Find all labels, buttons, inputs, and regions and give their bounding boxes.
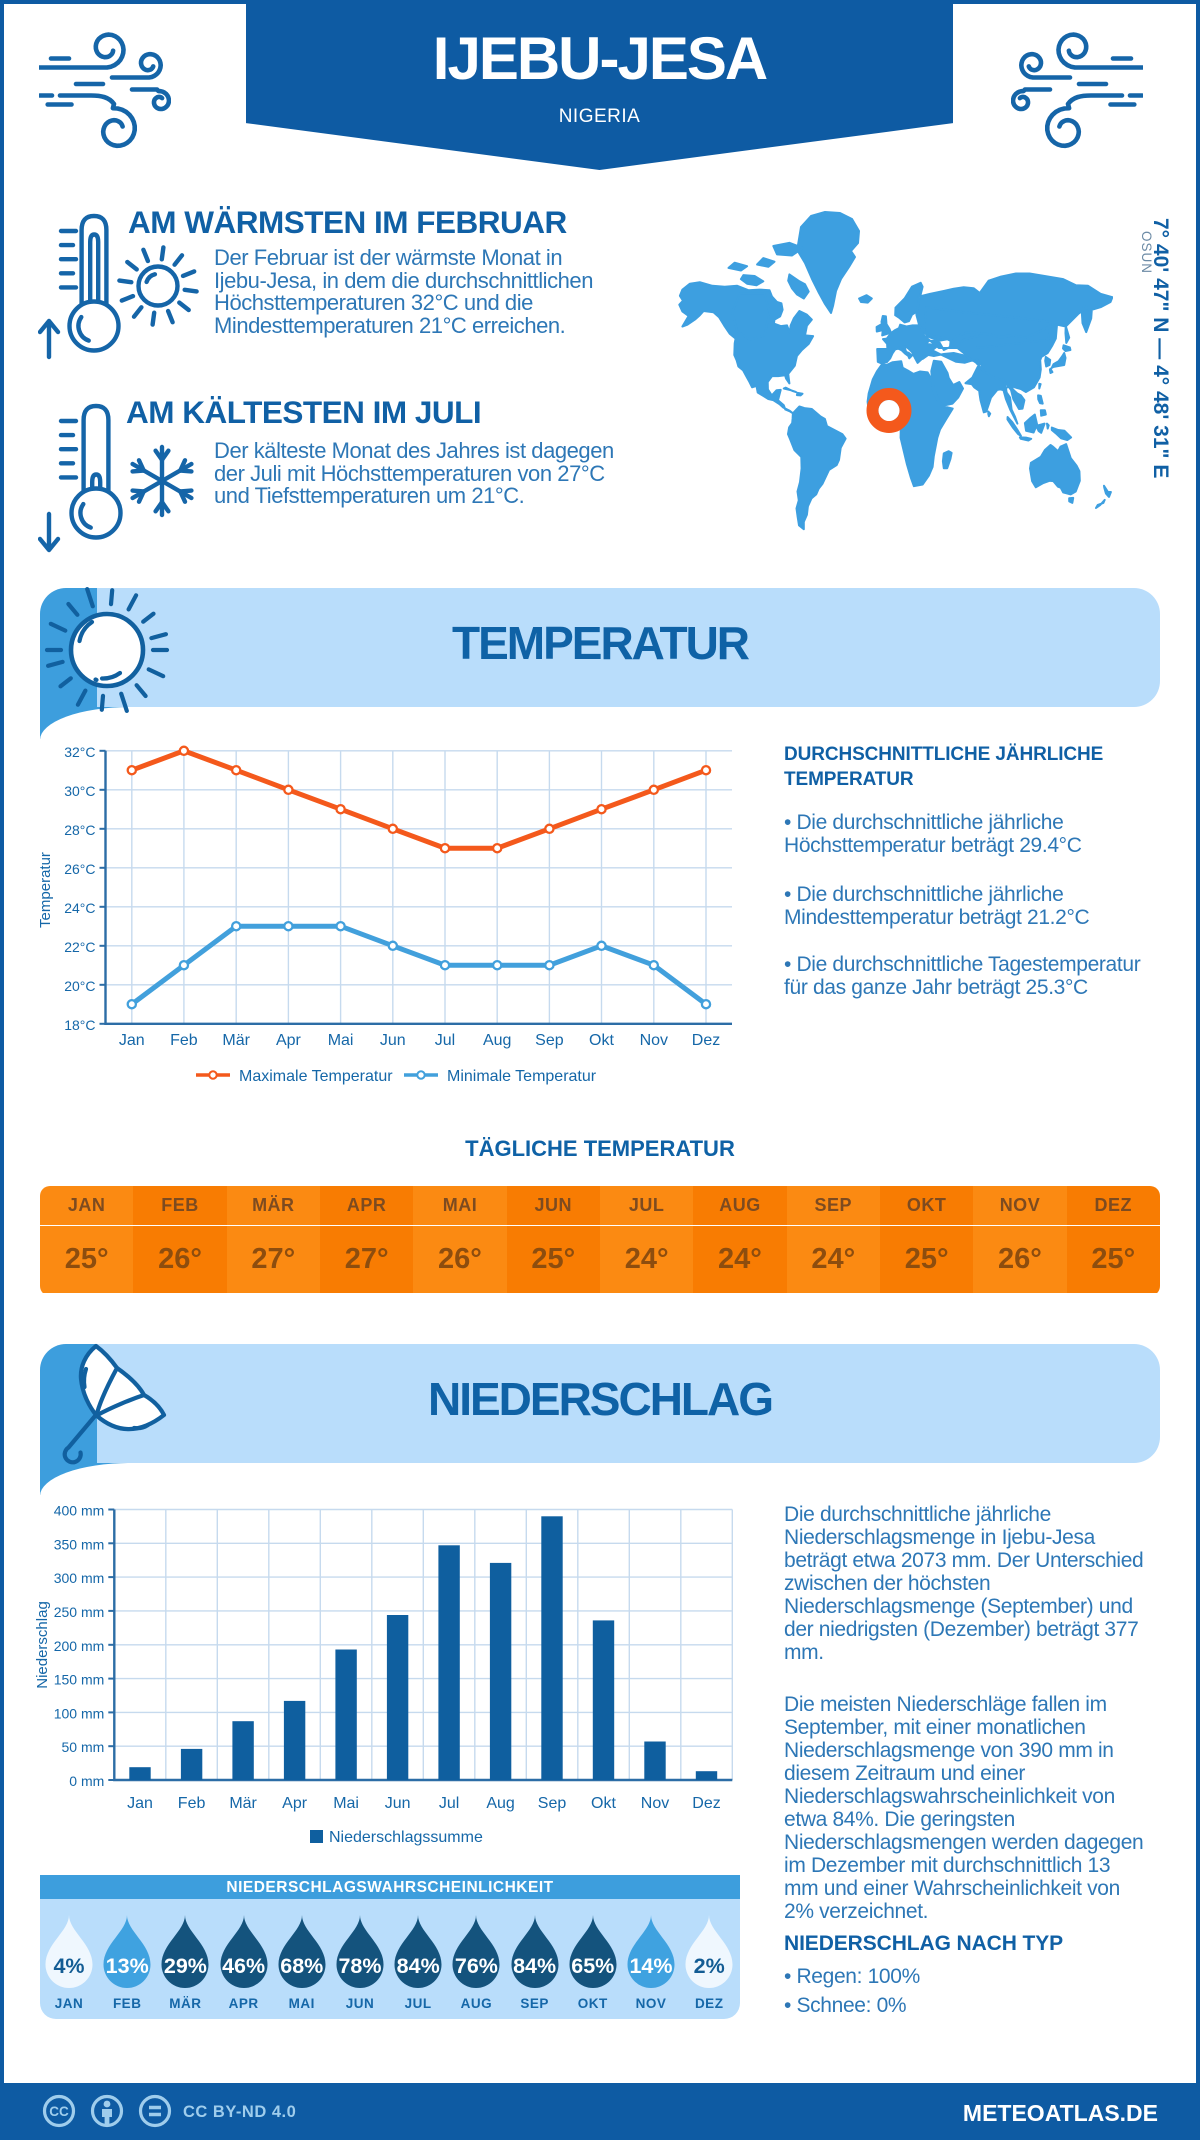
svg-text:Okt: Okt: [589, 1032, 614, 1049]
svg-text:26°C: 26°C: [64, 861, 95, 877]
svg-text:Jul: Jul: [435, 1032, 455, 1049]
svg-text:150 mm: 150 mm: [54, 1672, 105, 1688]
svg-text:100 mm: 100 mm: [54, 1705, 105, 1721]
svg-text:Dez: Dez: [692, 1032, 720, 1049]
svg-text:18°C: 18°C: [64, 1017, 95, 1033]
svg-text:Aug: Aug: [486, 1795, 514, 1812]
svg-text:Apr: Apr: [276, 1032, 302, 1049]
svg-text:400 mm: 400 mm: [54, 1503, 105, 1519]
svg-text:Temperatur: Temperatur: [37, 852, 54, 928]
svg-text:Mär: Mär: [229, 1795, 257, 1812]
svg-text:Mai: Mai: [328, 1032, 354, 1049]
svg-text:20°C: 20°C: [64, 978, 95, 994]
svg-text:Feb: Feb: [178, 1795, 206, 1812]
svg-text:Minimale Temperatur: Minimale Temperatur: [447, 1068, 597, 1085]
svg-text:Nov: Nov: [640, 1032, 668, 1049]
svg-text:Niederschlag: Niederschlag: [36, 1601, 51, 1689]
svg-text:350 mm: 350 mm: [54, 1536, 105, 1552]
svg-text:28°C: 28°C: [64, 822, 95, 838]
svg-text:22°C: 22°C: [64, 939, 95, 955]
svg-text:30°C: 30°C: [64, 783, 95, 799]
svg-text:Mär: Mär: [222, 1032, 250, 1049]
svg-text:250 mm: 250 mm: [54, 1604, 105, 1620]
svg-text:Sep: Sep: [538, 1795, 567, 1812]
svg-text:Aug: Aug: [483, 1032, 511, 1049]
svg-text:Okt: Okt: [591, 1795, 616, 1812]
svg-text:Feb: Feb: [170, 1032, 198, 1049]
svg-text:24°C: 24°C: [64, 900, 95, 916]
svg-text:50 mm: 50 mm: [62, 1739, 105, 1755]
svg-text:Jan: Jan: [127, 1795, 153, 1812]
svg-text:200 mm: 200 mm: [54, 1638, 105, 1654]
svg-text:Mai: Mai: [333, 1795, 359, 1812]
svg-text:Jun: Jun: [385, 1795, 411, 1812]
svg-text:Apr: Apr: [282, 1795, 308, 1812]
svg-text:Maximale Temperatur: Maximale Temperatur: [239, 1068, 393, 1085]
svg-text:32°C: 32°C: [64, 744, 95, 760]
svg-text:CC: CC: [49, 2104, 69, 2119]
svg-text:300 mm: 300 mm: [54, 1570, 105, 1586]
svg-text:Jun: Jun: [380, 1032, 406, 1049]
svg-text:CC BY-ND 4.0: CC BY-ND 4.0: [183, 2103, 296, 2121]
svg-text:Jul: Jul: [439, 1795, 459, 1812]
svg-text:Nov: Nov: [641, 1795, 669, 1812]
svg-text:Jan: Jan: [119, 1032, 145, 1049]
svg-text:Niederschlagssumme: Niederschlagssumme: [329, 1829, 483, 1846]
svg-text:Sep: Sep: [535, 1032, 564, 1049]
svg-text:0 mm: 0 mm: [69, 1773, 104, 1789]
svg-text:Dez: Dez: [692, 1795, 720, 1812]
